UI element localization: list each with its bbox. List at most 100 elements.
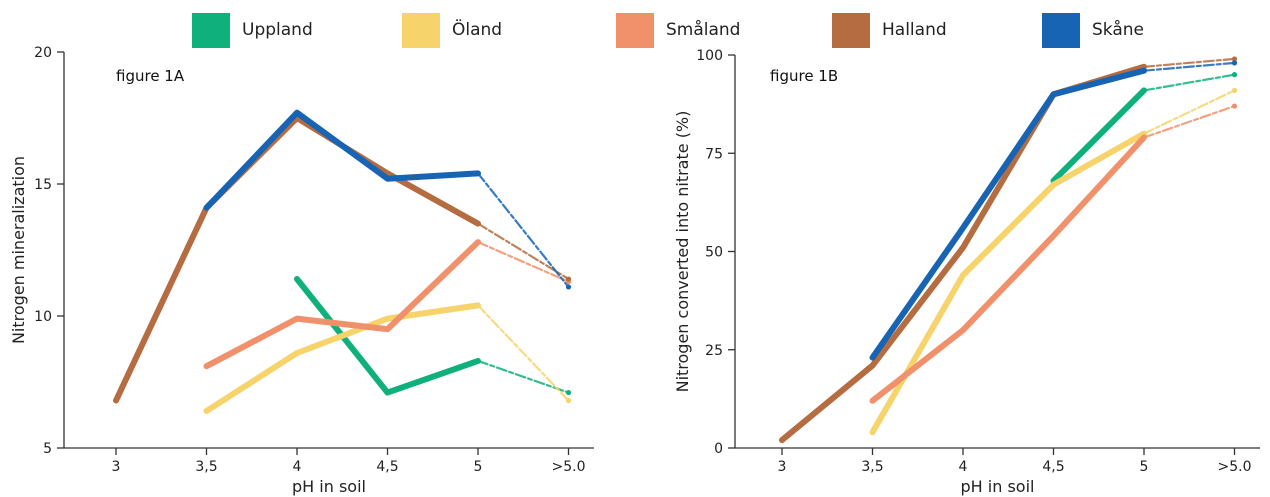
- y-tick-label-3: 75: [705, 146, 723, 162]
- data-point-småland-1: [294, 316, 300, 322]
- data-point-halland-0: [779, 437, 785, 443]
- legend-label-2: Småland: [666, 19, 740, 40]
- series-line-småland: [869, 134, 1147, 404]
- x-tick-label-0: 3: [112, 459, 121, 475]
- data-point-småland-1: [960, 327, 966, 333]
- data-point-småland-3: [1141, 134, 1147, 141]
- x-tick-label-2: 4: [293, 459, 302, 475]
- data-point-halland-1: [869, 362, 876, 369]
- data-point-småland-0: [203, 363, 210, 369]
- series-line-skåne: [203, 109, 481, 211]
- x-tick-label-1: 3,5: [195, 459, 217, 475]
- series-line-småland: [203, 239, 481, 370]
- legend-swatch-2: [616, 13, 654, 48]
- data-point-öland-0: [869, 429, 876, 435]
- data-point-skåne-1: [294, 110, 300, 116]
- data-point-skåne-0: [203, 205, 210, 211]
- y-axis-title: Nitrogen mineralization: [9, 156, 28, 344]
- data-point-öland-2: [1050, 182, 1057, 188]
- legend-label-4: Skåne: [1092, 19, 1144, 40]
- chart-1a: 5 10 15 20 3 3,5 4 4,5 5 >5.0 pH in soil Nitrogen m…: [9, 45, 594, 496]
- data-point-öland-2: [384, 316, 391, 322]
- y-tick-label-4: 100: [696, 48, 723, 64]
- data-point-uppland-2: [475, 358, 481, 364]
- legend: Uppland Öland Småland Halland Skåne: [192, 13, 1144, 48]
- data-point-uppland-1: [1141, 87, 1147, 93]
- legend-swatch-4: [1042, 13, 1080, 48]
- data-point-småland-2: [1050, 233, 1057, 239]
- data-point-skåne-2: [1050, 91, 1057, 97]
- data-point-uppland-0: [294, 276, 300, 282]
- x-tick-label-0: 3: [778, 459, 787, 475]
- legend-label-1: Öland: [452, 18, 502, 40]
- data-point-skåne-2: [384, 176, 391, 182]
- y-tick-label-1: 25: [705, 343, 723, 359]
- data-point-halland-4: [475, 221, 481, 227]
- series-tail-skåne: [1142, 61, 1236, 72]
- legend-label-0: Uppland: [242, 20, 313, 40]
- legend-swatch-1: [402, 13, 440, 48]
- x-tick-label-2: 4: [959, 459, 968, 475]
- y-tick-label-1: 10: [34, 309, 52, 325]
- data-point-skåne-3: [1141, 68, 1147, 74]
- series-tail-skåne: [476, 172, 570, 289]
- data-point-halland-5: [1231, 56, 1238, 62]
- legend-label-3: Halland: [882, 20, 947, 40]
- x-tick-label-4: 5: [474, 459, 483, 475]
- series-line-uppland: [294, 276, 481, 396]
- data-point-skåne-1: [960, 225, 966, 231]
- data-point-öland-1: [960, 272, 966, 278]
- data-point-småland-4: [1231, 103, 1238, 109]
- y-tick-label-3: 20: [34, 45, 52, 61]
- data-point-öland-4: [1231, 87, 1238, 93]
- data-point-skåne-4: [1231, 60, 1238, 66]
- series-line-öland: [869, 130, 1147, 436]
- x-tick-label-3: 4,5: [1042, 459, 1064, 475]
- series-tail-uppland: [1142, 73, 1236, 92]
- data-point-halland-0: [113, 397, 119, 404]
- data-point-öland-1: [294, 350, 300, 356]
- legend-swatch-3: [832, 13, 870, 48]
- data-point-öland-0: [203, 408, 210, 414]
- series-tail-öland: [1142, 89, 1236, 135]
- data-point-skåne-3: [475, 170, 481, 177]
- x-tick-label-3: 4,5: [376, 459, 398, 475]
- data-point-uppland-3: [565, 389, 572, 396]
- y-tick-label-2: 15: [34, 177, 52, 193]
- data-point-uppland-2: [1231, 72, 1238, 78]
- series-tail-öland: [476, 304, 570, 402]
- series-line-skåne: [869, 67, 1147, 361]
- series-line-halland: [113, 115, 481, 404]
- x-axis-title: pH in soil: [961, 477, 1035, 496]
- data-point-småland-0: [869, 398, 876, 404]
- series-tail-halland: [1142, 57, 1236, 68]
- data-point-småland-3: [475, 239, 481, 245]
- series-line-öland: [203, 302, 481, 414]
- x-tick-label-5: >5.0: [552, 459, 586, 475]
- data-point-halland-2: [960, 244, 966, 251]
- data-point-småland-2: [384, 326, 391, 332]
- series-line-halland: [779, 63, 1147, 444]
- data-point-skåne-4: [565, 284, 572, 290]
- panel-label: figure 1A: [116, 67, 185, 85]
- x-tick-label-4: 5: [1140, 459, 1149, 475]
- data-point-uppland-1: [384, 389, 391, 396]
- panel-label: figure 1B: [770, 67, 838, 85]
- chart-1b: 0 25 50 75 100 3 3,5 4 4,5 5 >5.0 pH in soil Nitroge…: [673, 48, 1260, 496]
- y-tick-label-0: 0: [714, 441, 723, 457]
- series-tail-uppland: [476, 359, 570, 394]
- x-tick-label-1: 3,5: [861, 459, 883, 475]
- y-axis-title: Nitrogen converted into nitrate (%): [673, 111, 692, 393]
- data-point-öland-4: [565, 397, 572, 404]
- x-axis-title: pH in soil: [292, 477, 366, 496]
- series-line-uppland: [1050, 87, 1147, 184]
- x-tick-label-5: >5.0: [1218, 459, 1252, 475]
- y-tick-label-2: 50: [705, 245, 723, 261]
- data-point-halland-5: [565, 276, 572, 282]
- y-tick-label-0: 5: [43, 441, 52, 457]
- data-point-skåne-0: [869, 355, 876, 361]
- series-tail-småland: [1142, 105, 1236, 139]
- series-tail-småland: [476, 241, 570, 283]
